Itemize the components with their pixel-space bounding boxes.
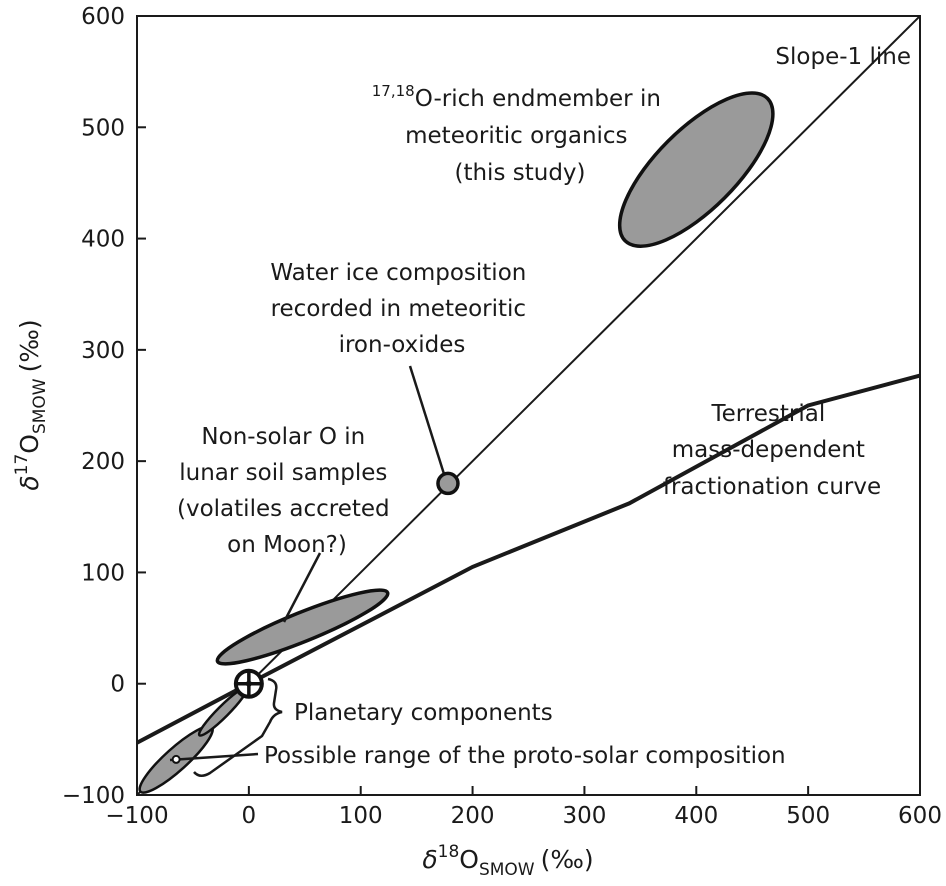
x-tick-label: −100: [105, 803, 168, 829]
organics-endmember-ellipse: [617, 91, 775, 248]
x-tick-label: 200: [451, 803, 495, 829]
y-tick-label: 400: [81, 227, 125, 253]
x-tick-label: 0: [242, 803, 257, 829]
smow-marker: [233, 668, 264, 699]
axis-ticks: −100 0 100 200 300 400 500 600 600 500 400 300 200 10…: [62, 4, 942, 829]
organics-label: 17,18O-rich endmember in meteoritic orga…: [372, 82, 668, 186]
x-axis-title: δ18OSMOW (‰): [422, 842, 593, 880]
y-tick-label: −100: [62, 783, 125, 809]
terrestrial-fractionation-curve: [137, 373, 920, 745]
x-tick-label: 100: [339, 803, 383, 829]
protosolar-point: [171, 754, 181, 764]
lunar-soil-ellipse: [215, 588, 390, 666]
plot-frame: [136, 15, 921, 796]
y-tick-label: 0: [110, 672, 125, 698]
slope-1-label: Slope-1 line: [775, 44, 911, 70]
planetary-components-bracket: [193, 677, 283, 777]
terrestrial-label: Terrestrial mass-dependent fractionation…: [663, 401, 881, 500]
x-tick-label: 300: [562, 803, 606, 829]
water-ice-point: [436, 471, 460, 496]
y-tick-label: 200: [81, 449, 125, 475]
x-tick-label: 600: [898, 803, 942, 829]
y-tick-label: 500: [81, 115, 125, 141]
protosolar-leader: [169, 752, 259, 762]
y-tick-label: 600: [81, 4, 125, 30]
y-axis-title: δ17OSMOW(‰): [12, 319, 50, 490]
protosolar-label: Possible range of the proto-solar compos…: [264, 743, 786, 769]
planetary-components-label: Planetary components: [294, 700, 553, 726]
y-tick-label: 100: [81, 560, 125, 586]
slope-1-line: [137, 16, 920, 795]
water-ice-leader: [408, 365, 446, 475]
x-tick-label: 500: [786, 803, 830, 829]
lunar-leader: [282, 552, 322, 623]
water-ice-label: Water ice composition recorded in meteor…: [270, 260, 533, 358]
x-tick-label: 400: [674, 803, 718, 829]
y-tick-label: 300: [81, 338, 125, 364]
lunar-label: Non-solar O in lunar soil samples (volat…: [177, 424, 397, 558]
